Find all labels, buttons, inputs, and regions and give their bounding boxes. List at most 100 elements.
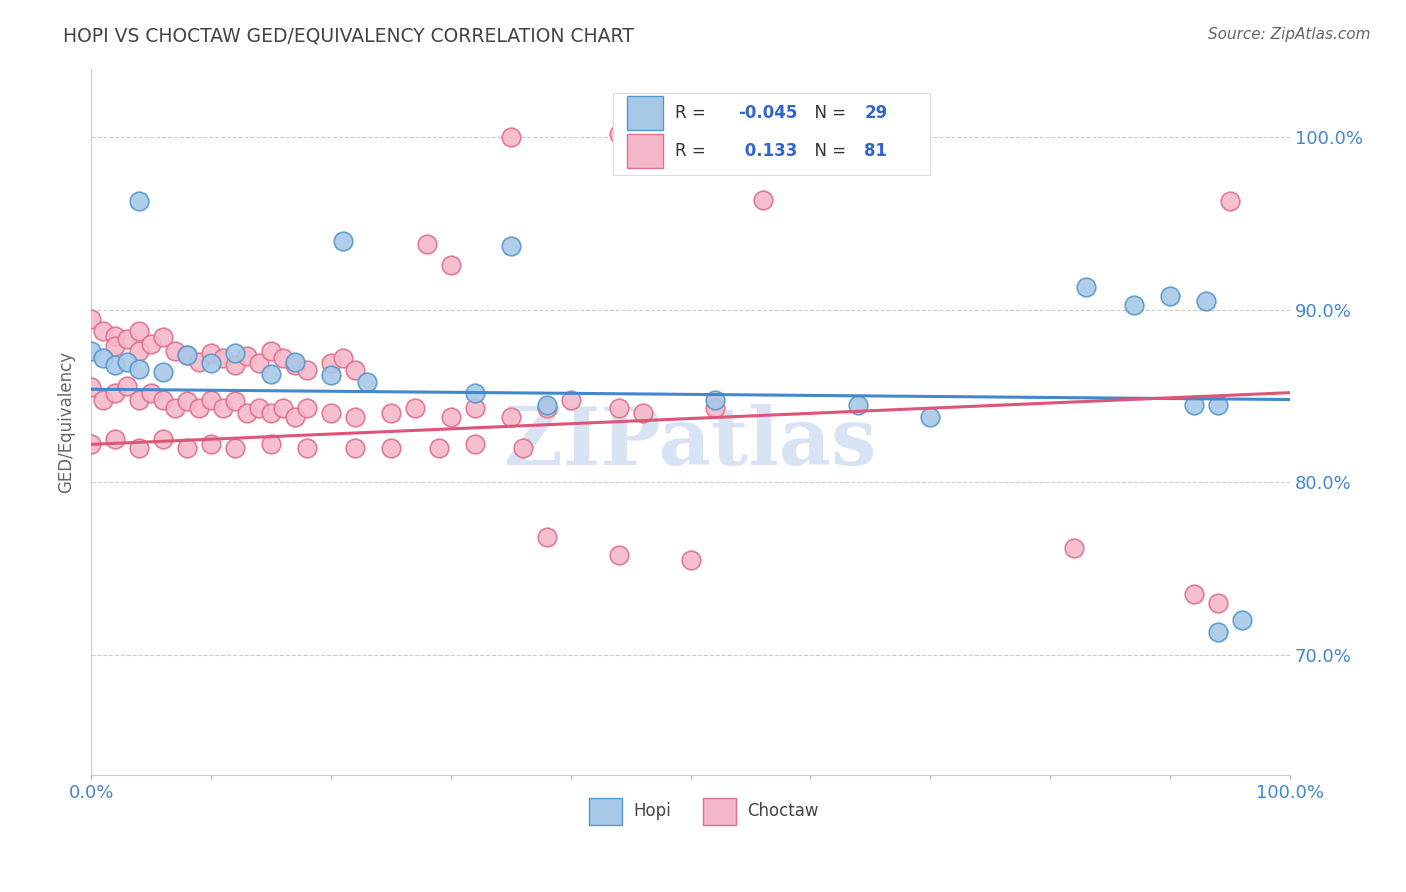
- Point: [104, 432, 127, 446]
- Point: [631, 406, 654, 420]
- Point: [200, 346, 222, 360]
- Point: [139, 337, 162, 351]
- Point: [200, 437, 222, 451]
- Point: [224, 394, 246, 409]
- FancyBboxPatch shape: [627, 135, 664, 169]
- Point: [319, 356, 342, 370]
- Point: [212, 401, 235, 416]
- Point: [464, 437, 486, 451]
- Point: [319, 368, 342, 383]
- Point: [152, 392, 174, 407]
- Point: [80, 380, 103, 394]
- Point: [1076, 280, 1098, 294]
- Point: [751, 193, 773, 207]
- Text: Source: ZipAtlas.com: Source: ZipAtlas.com: [1208, 27, 1371, 42]
- Point: [607, 127, 630, 141]
- Point: [176, 441, 198, 455]
- Point: [679, 553, 702, 567]
- Point: [188, 354, 211, 368]
- Point: [464, 385, 486, 400]
- Point: [343, 409, 366, 424]
- Point: [176, 348, 198, 362]
- Text: ZIPatlas: ZIPatlas: [505, 404, 877, 483]
- Text: R =: R =: [675, 104, 711, 122]
- Point: [1219, 194, 1241, 209]
- Point: [104, 328, 127, 343]
- Point: [1195, 294, 1218, 309]
- Text: 0.133: 0.133: [738, 142, 797, 161]
- Text: HOPI VS CHOCTAW GED/EQUIVALENCY CORRELATION CHART: HOPI VS CHOCTAW GED/EQUIVALENCY CORRELAT…: [63, 27, 634, 45]
- Point: [224, 441, 246, 455]
- Point: [224, 358, 246, 372]
- FancyBboxPatch shape: [703, 798, 737, 825]
- Point: [332, 234, 354, 248]
- Point: [848, 398, 870, 412]
- Point: [152, 330, 174, 344]
- Point: [560, 392, 582, 407]
- Point: [260, 437, 283, 451]
- Point: [80, 311, 103, 326]
- Point: [440, 409, 463, 424]
- Point: [91, 351, 114, 366]
- Text: Choctaw: Choctaw: [747, 803, 818, 821]
- Text: -0.045: -0.045: [738, 104, 799, 122]
- Point: [115, 332, 138, 346]
- Point: [212, 351, 235, 366]
- Point: [295, 441, 318, 455]
- Point: [128, 392, 150, 407]
- Point: [499, 409, 522, 424]
- Point: [260, 344, 283, 359]
- Point: [703, 392, 725, 407]
- Point: [380, 441, 402, 455]
- Point: [80, 344, 103, 359]
- Point: [247, 401, 270, 416]
- Point: [152, 432, 174, 446]
- Point: [440, 258, 463, 272]
- Text: 81: 81: [865, 142, 887, 161]
- Point: [464, 401, 486, 416]
- Point: [295, 363, 318, 377]
- Point: [271, 351, 294, 366]
- Point: [380, 406, 402, 420]
- Point: [128, 441, 150, 455]
- Point: [703, 401, 725, 416]
- Point: [200, 392, 222, 407]
- Point: [91, 392, 114, 407]
- Point: [607, 548, 630, 562]
- FancyBboxPatch shape: [613, 94, 931, 175]
- Point: [271, 401, 294, 416]
- Point: [1123, 298, 1146, 312]
- Point: [165, 344, 187, 359]
- Point: [91, 324, 114, 338]
- Point: [80, 437, 103, 451]
- Point: [176, 394, 198, 409]
- Point: [512, 441, 534, 455]
- Point: [295, 401, 318, 416]
- Point: [284, 409, 307, 424]
- Point: [1182, 398, 1205, 412]
- FancyBboxPatch shape: [627, 96, 664, 130]
- Point: [176, 348, 198, 362]
- Point: [1206, 596, 1229, 610]
- Point: [247, 356, 270, 370]
- Point: [115, 378, 138, 392]
- Text: N =: N =: [804, 142, 852, 161]
- Point: [236, 350, 259, 364]
- Text: Hopi: Hopi: [633, 803, 671, 821]
- Point: [1206, 398, 1229, 412]
- FancyBboxPatch shape: [589, 798, 623, 825]
- Text: N =: N =: [804, 104, 852, 122]
- Point: [536, 398, 558, 412]
- Point: [260, 406, 283, 420]
- Point: [1063, 541, 1085, 555]
- Point: [284, 358, 307, 372]
- Point: [319, 406, 342, 420]
- Point: [1230, 613, 1253, 627]
- Point: [536, 401, 558, 416]
- Point: [499, 239, 522, 253]
- Point: [343, 441, 366, 455]
- Point: [260, 367, 283, 381]
- Point: [920, 409, 942, 424]
- Point: [356, 376, 378, 390]
- Point: [332, 351, 354, 366]
